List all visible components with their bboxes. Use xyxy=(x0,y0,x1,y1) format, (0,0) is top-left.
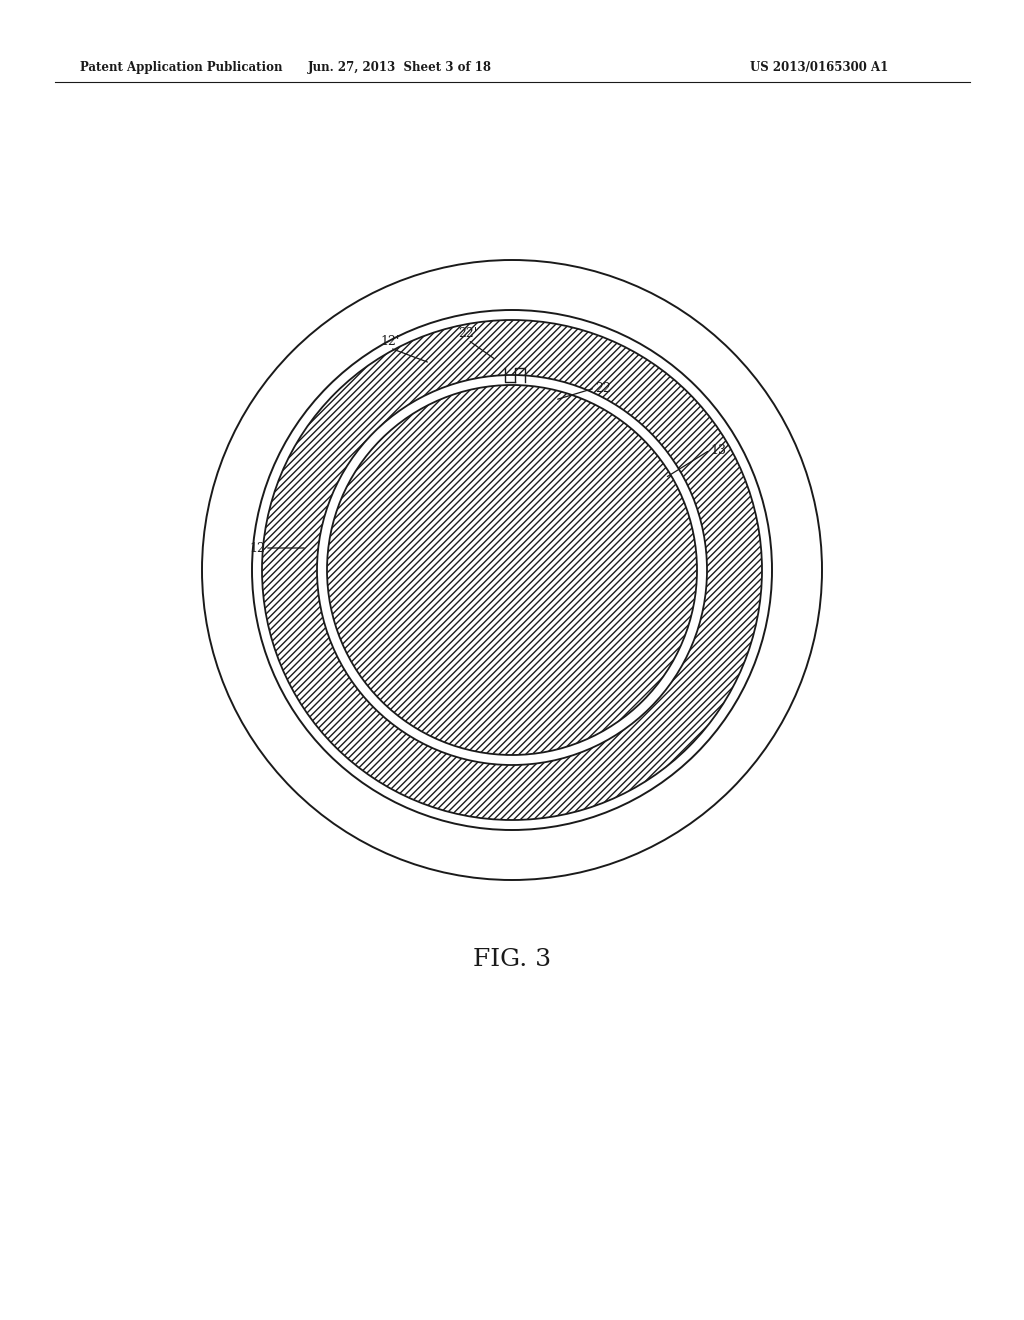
Text: US 2013/0165300 A1: US 2013/0165300 A1 xyxy=(750,62,888,74)
Circle shape xyxy=(252,310,772,830)
Text: 22: 22 xyxy=(595,381,610,395)
Text: 22': 22' xyxy=(459,327,477,341)
Text: 13: 13 xyxy=(710,444,726,457)
Text: 12': 12' xyxy=(380,335,399,348)
Circle shape xyxy=(262,319,762,820)
Circle shape xyxy=(327,385,697,755)
Text: Jun. 27, 2013  Sheet 3 of 18: Jun. 27, 2013 Sheet 3 of 18 xyxy=(308,62,492,74)
Text: FIG. 3: FIG. 3 xyxy=(473,949,551,972)
Circle shape xyxy=(317,375,707,766)
Text: 12: 12 xyxy=(249,541,265,554)
Text: Patent Application Publication: Patent Application Publication xyxy=(80,62,283,74)
